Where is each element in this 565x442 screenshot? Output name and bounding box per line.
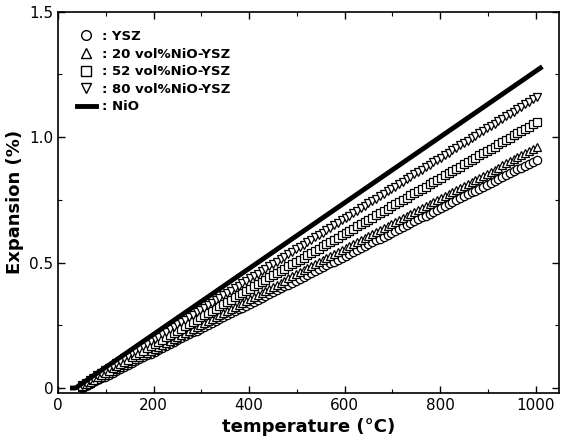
Legend: : YSZ, : 20 vol%NiO-YSZ, : 52 vol%NiO-YSZ, : 80 vol%NiO-YSZ, : NiO: : YSZ, : 20 vol%NiO-YSZ, : 52 vol%NiO-YS… — [69, 22, 238, 122]
Y-axis label: Expansion (%): Expansion (%) — [6, 130, 24, 274]
X-axis label: temperature (°C): temperature (°C) — [222, 419, 396, 436]
